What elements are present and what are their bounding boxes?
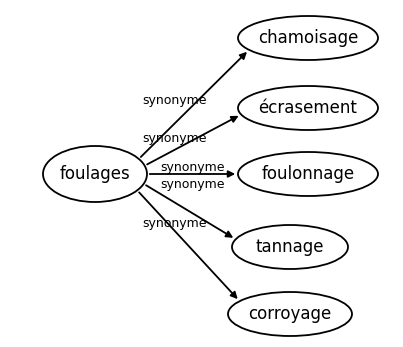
Text: chamoisage: chamoisage (258, 29, 358, 47)
Text: corroyage: corroyage (248, 305, 332, 323)
Ellipse shape (232, 225, 348, 269)
Text: synonyme: synonyme (143, 132, 207, 144)
Ellipse shape (228, 292, 352, 336)
Text: écrasement: écrasement (259, 99, 357, 117)
Text: foulonnage: foulonnage (262, 165, 355, 183)
Text: tannage: tannage (256, 238, 324, 256)
Text: synonyme: synonyme (143, 218, 207, 230)
Ellipse shape (238, 152, 378, 196)
Text: foulages: foulages (60, 165, 131, 183)
Ellipse shape (238, 16, 378, 60)
Ellipse shape (238, 86, 378, 130)
Text: synonyme: synonyme (143, 93, 207, 107)
Text: synonyme: synonyme (161, 161, 225, 174)
Text: synonyme: synonyme (161, 178, 225, 191)
Ellipse shape (43, 146, 147, 202)
